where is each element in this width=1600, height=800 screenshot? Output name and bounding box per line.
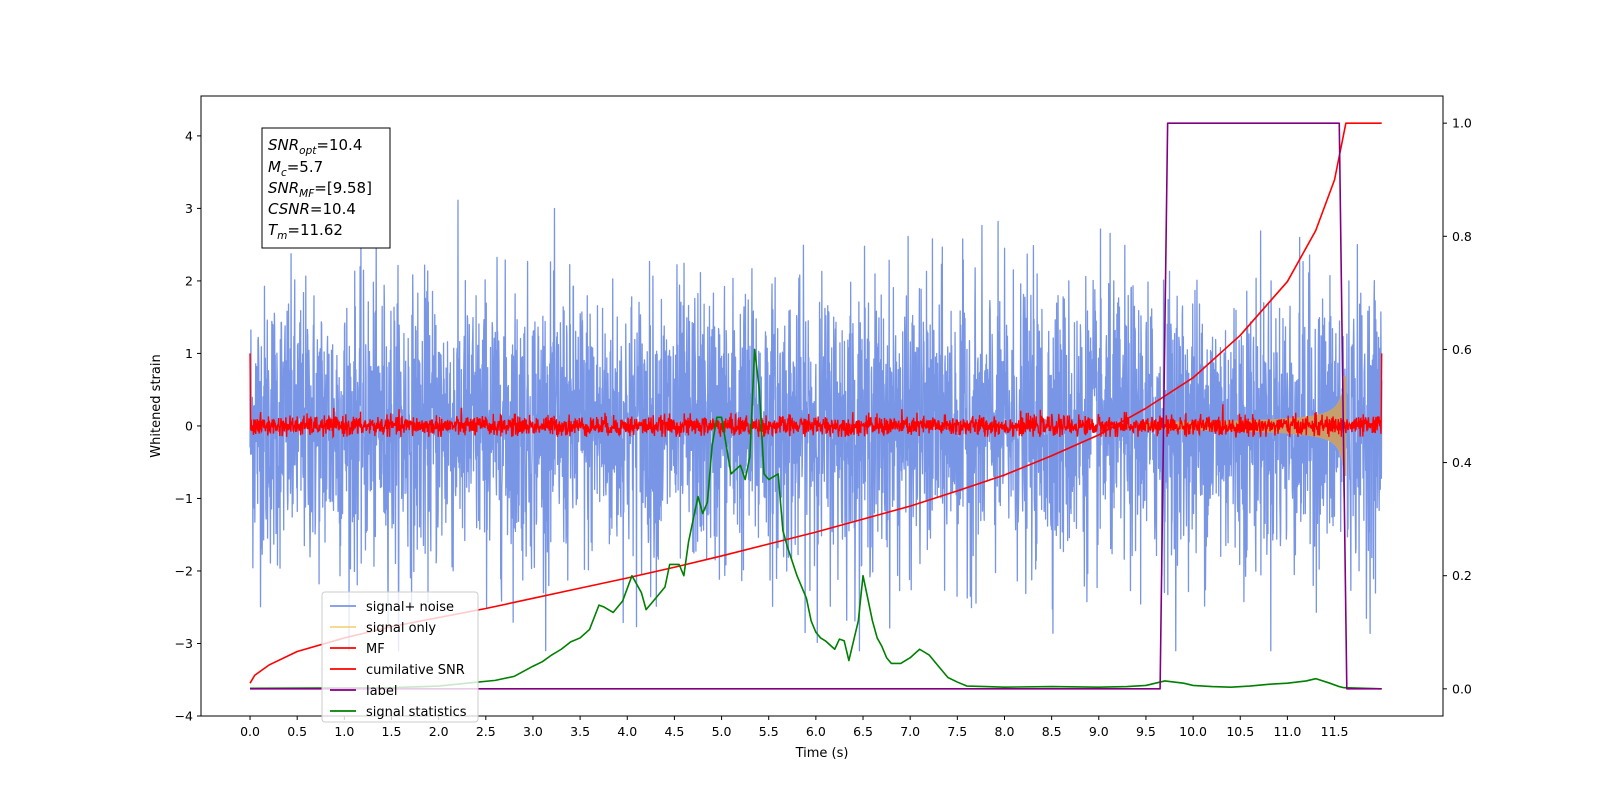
y-right-tick-label: 1.0 bbox=[1452, 116, 1472, 131]
x-tick-label: 0.0 bbox=[240, 724, 260, 739]
x-tick-label: 10.5 bbox=[1226, 724, 1254, 739]
x-tick-label: 10.0 bbox=[1179, 724, 1207, 739]
info-mc: Mc=5.7 bbox=[268, 158, 323, 179]
y-left-tick-label: −3 bbox=[175, 636, 193, 651]
y-left-tick-label: −1 bbox=[175, 491, 193, 506]
legend-label: signal only bbox=[366, 621, 436, 636]
y-left-tick-label: 4 bbox=[185, 128, 193, 143]
mf-layer bbox=[249, 353, 1383, 439]
y-left-tick-label: 1 bbox=[185, 346, 193, 361]
x-tick-label: 11.5 bbox=[1321, 724, 1349, 739]
x-tick-label: 5.0 bbox=[712, 724, 732, 739]
x-tick-label: 6.5 bbox=[853, 724, 873, 739]
info-csnr: CSNR=10.4 bbox=[268, 200, 356, 218]
series-label bbox=[250, 122, 1382, 690]
y-right-tick-label: 0.6 bbox=[1452, 342, 1472, 357]
legend-frame bbox=[321, 591, 479, 723]
x-tick-label: 6.0 bbox=[806, 724, 826, 739]
y-left-tick-label: 2 bbox=[185, 273, 193, 288]
y-left-tick-label: −2 bbox=[175, 563, 193, 578]
y-axis-right: 1.0 0.8 0.6 0.4 0.2 0.0 bbox=[1443, 116, 1472, 696]
y-right-tick-label: 0.2 bbox=[1452, 568, 1472, 583]
x-tick-label: 2.5 bbox=[476, 724, 496, 739]
info-snr-opt: SNRopt=10.4 bbox=[268, 136, 362, 157]
y-left-tick-label: 0 bbox=[185, 418, 193, 433]
series-signal-statistics bbox=[250, 348, 1382, 690]
x-tick-label: 4.0 bbox=[617, 724, 637, 739]
x-tick-label: 8.0 bbox=[995, 724, 1015, 739]
y-right-tick-label: 0.4 bbox=[1452, 455, 1472, 470]
x-tick-label: 7.0 bbox=[900, 724, 920, 739]
x-axis: 0.0 0.5 1.0 1.5 2.0 2.5 3.0 3.5 4.0 4.5 5.0 5.5 6.0 6… bbox=[240, 716, 1348, 739]
legend: signal+ noise signal only MF cumilative SNR… bbox=[321, 591, 479, 723]
x-tick-label: 8.5 bbox=[1042, 724, 1062, 739]
x-tick-label: 0.5 bbox=[287, 724, 307, 739]
y-axis-left: 4 3 2 1 0 −1 −2 −3 −4 bbox=[175, 128, 201, 724]
info-snr-mf: SNRMF=[9.58] bbox=[268, 179, 372, 200]
x-tick-label: 7.5 bbox=[947, 724, 967, 739]
y-right-tick-label: 0.8 bbox=[1452, 229, 1472, 244]
legend-label: signal statistics bbox=[366, 705, 467, 720]
x-axis-label: Time (s) bbox=[795, 746, 849, 761]
legend-label: signal+ noise bbox=[366, 600, 454, 615]
x-tick-label: 2.0 bbox=[429, 724, 449, 739]
x-tick-label: 5.5 bbox=[759, 724, 779, 739]
legend-label: label bbox=[366, 684, 397, 699]
series-mf bbox=[249, 353, 1383, 439]
legend-label: cumilative SNR bbox=[366, 663, 465, 678]
x-tick-label: 1.0 bbox=[334, 724, 354, 739]
x-tick-label: 1.5 bbox=[382, 724, 402, 739]
y-left-tick-label: −4 bbox=[175, 709, 193, 724]
x-tick-label: 11.0 bbox=[1273, 724, 1301, 739]
info-box-frame bbox=[261, 127, 391, 249]
legend-entries: signal+ noise signal only MF cumilative SNR… bbox=[330, 600, 467, 720]
info-box: SNRopt=10.4 Mc=5.7 SNRMF=[9.58] CSNR=10.… bbox=[261, 127, 391, 249]
plot-frame bbox=[200, 95, 1444, 717]
info-tm: Tm=11.62 bbox=[268, 221, 343, 242]
y-axis-left-label: Whitened strain bbox=[149, 354, 164, 457]
legend-label: MF bbox=[366, 642, 385, 657]
y-right-tick-label: 0.0 bbox=[1452, 681, 1472, 696]
x-tick-label: 3.0 bbox=[523, 724, 543, 739]
x-tick-label: 3.5 bbox=[570, 724, 590, 739]
x-tick-label: 9.0 bbox=[1089, 724, 1109, 739]
x-tick-label: 9.5 bbox=[1136, 724, 1156, 739]
y-left-tick-label: 3 bbox=[185, 201, 193, 216]
x-tick-label: 4.5 bbox=[664, 724, 684, 739]
